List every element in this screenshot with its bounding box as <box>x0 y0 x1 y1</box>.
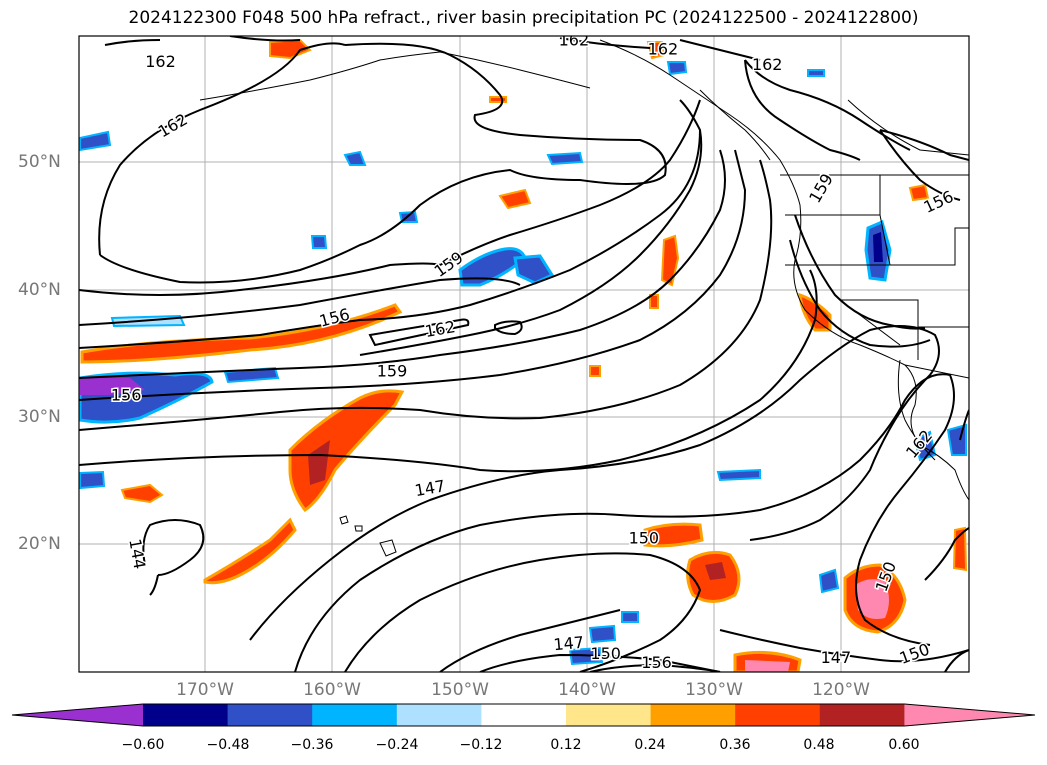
colorbar-label: −0.24 <box>375 737 419 753</box>
colorbar-segment <box>312 704 398 726</box>
colorbar-segment <box>566 704 652 726</box>
lon-label-130w: 130°W <box>685 680 743 700</box>
colorbar-outline <box>11 703 1036 727</box>
colorbar-segment <box>481 704 567 726</box>
colorbar-extend-low <box>12 704 143 726</box>
map-frame <box>78 35 970 673</box>
colorbar-label: 0.24 <box>634 737 666 753</box>
lon-label-160w: 160°W <box>303 680 361 700</box>
coastlines <box>199 39 969 557</box>
colorbar-label: −0.48 <box>206 737 250 753</box>
colorbar-segment <box>143 704 229 726</box>
colorbar-label: 0.12 <box>550 737 582 753</box>
lat-label-40n: 40°N <box>18 280 61 300</box>
colorbar <box>11 703 1036 727</box>
colorbar-label: −0.36 <box>290 737 334 753</box>
colorbar-extend-high <box>904 704 1035 726</box>
contour-label: 150 <box>629 528 660 547</box>
contour-label: 147 <box>553 633 585 655</box>
lon-label-150w: 150°W <box>431 680 489 700</box>
lat-label-50n: 50°N <box>18 152 61 172</box>
map-title: 2024122300 F048 500 hPa refract., river … <box>128 8 919 28</box>
contour-label: 162 <box>559 31 590 50</box>
contour-label: 159 <box>377 362 408 381</box>
colorbar-segment <box>735 704 821 726</box>
colorbar-label: 0.48 <box>803 737 835 753</box>
contour-label: 147 <box>821 648 852 667</box>
height-contours <box>79 36 969 672</box>
colorbar-label: −0.12 <box>459 737 503 753</box>
lat-label-20n: 20°N <box>18 534 61 554</box>
lon-label-140w: 140°W <box>558 680 616 700</box>
contour-label: 162 <box>752 55 783 74</box>
contour-label: 150 <box>590 644 621 663</box>
contour-label: 162 <box>145 52 176 71</box>
positive-precip-anomaly <box>80 38 968 672</box>
colorbar-segment <box>819 704 905 726</box>
contour-label: 156 <box>641 653 672 672</box>
lon-label-120w: 120°W <box>812 680 870 700</box>
colorbar-segment <box>227 704 313 726</box>
colorbar-label: 0.36 <box>719 737 751 753</box>
colorbar-segment <box>396 704 482 726</box>
negative-precip-anomaly <box>79 61 967 666</box>
colorbar-label: −0.60 <box>121 737 165 753</box>
contour-label: 156 <box>111 386 142 405</box>
colorbar-segment <box>650 704 736 726</box>
lat-label-30n: 30°N <box>18 407 61 427</box>
colorbar-label: 0.60 <box>888 737 920 753</box>
contour-label: 162 <box>648 39 679 58</box>
lon-label-170w: 170°W <box>176 680 234 700</box>
